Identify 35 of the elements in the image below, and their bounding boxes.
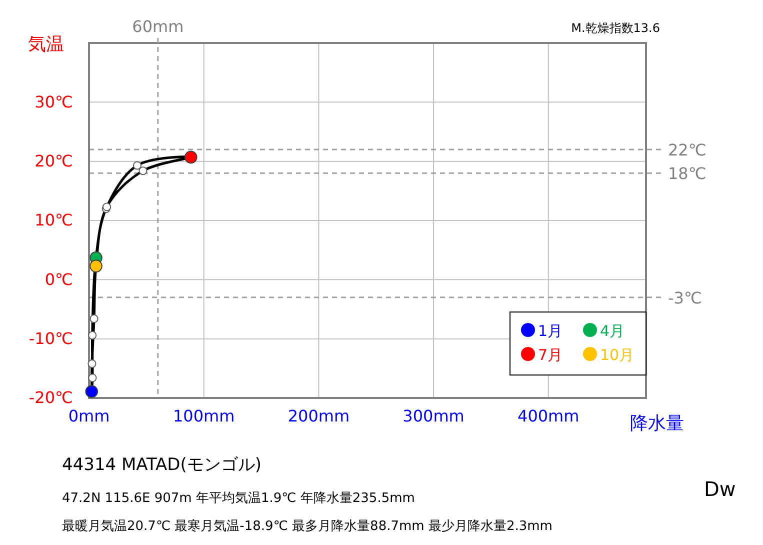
- point: [90, 314, 98, 323]
- x-axis-title: 降水量: [630, 413, 684, 434]
- point: [90, 260, 102, 272]
- text: 44314 MATAD(モンゴル): [62, 455, 262, 475]
- x-tick-label: 100mm: [172, 406, 235, 426]
- point: [88, 374, 97, 382]
- text: Dw: [704, 477, 736, 501]
- text: M.乾燥指数13.6: [571, 21, 660, 35]
- x-tick-label: 0mm: [68, 406, 110, 426]
- point: [184, 150, 198, 164]
- ref-line-label: 18℃: [668, 164, 706, 184]
- point: [88, 331, 97, 340]
- legend-label: 4月: [600, 322, 625, 340]
- y-axis-title: 気温: [28, 34, 64, 55]
- point: [88, 359, 96, 368]
- y-tick-label: -10℃: [28, 328, 73, 348]
- x-tick-label: 300mm: [402, 406, 464, 426]
- y-tick-label: -20℃: [28, 388, 73, 408]
- y-tick-label: 0℃: [44, 270, 73, 289]
- point: [85, 385, 98, 398]
- point: [138, 166, 148, 176]
- legend-label: 7月: [538, 346, 563, 364]
- ref-line-label: -3℃: [668, 288, 702, 308]
- ref-line-label: 60mm: [132, 17, 184, 36]
- text: 最暖月気温20.7℃ 最寒月気温-18.9℃ 最多月降水量88.7mm 最少月降水量2.3mm: [62, 518, 552, 534]
- ref-line-label: 22℃: [668, 140, 706, 160]
- legend-label: 10月: [600, 346, 634, 364]
- y-tick-label: 20℃: [34, 151, 73, 170]
- x-tick-label: 200mm: [288, 406, 350, 426]
- y-tick-label: 30℃: [34, 92, 73, 112]
- point: [132, 161, 142, 170]
- y-tick-label: 10℃: [34, 210, 73, 230]
- text: 47.2N 115.6E 907m 年平均気温1.9℃ 年降水量235.5mm: [62, 491, 415, 506]
- x-tick-label: 400mm: [518, 406, 580, 426]
- legend-label: 1月: [538, 322, 563, 340]
